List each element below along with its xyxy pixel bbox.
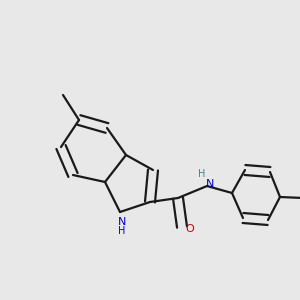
Text: N: N — [118, 217, 126, 227]
Text: H: H — [198, 169, 206, 179]
Text: H: H — [118, 226, 126, 236]
Text: N: N — [206, 179, 214, 189]
Text: O: O — [186, 224, 194, 234]
